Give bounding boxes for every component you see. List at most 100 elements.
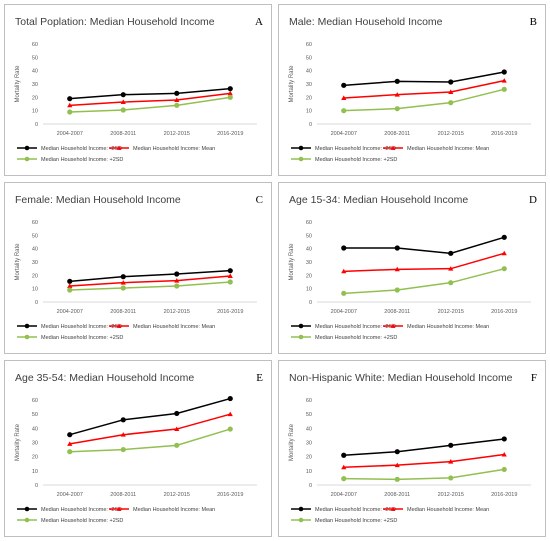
x-tick-label: 2008-2011 (110, 492, 136, 498)
data-point (341, 464, 347, 470)
data-point (67, 109, 73, 115)
data-point (67, 449, 73, 455)
y-tick-label: 10 (306, 109, 312, 115)
data-point (227, 395, 233, 402)
data-point (341, 476, 347, 482)
legend-swatch-marker (298, 517, 304, 523)
data-point (341, 290, 347, 296)
y-tick-label: 30 (32, 441, 38, 447)
legend-swatch-marker (116, 506, 122, 511)
y-tick-label: 0 (309, 483, 312, 489)
y-tick-label: 10 (32, 287, 38, 293)
series-line (69, 428, 231, 453)
data-point (448, 459, 454, 464)
x-tick-label: 2008-2011 (384, 309, 410, 315)
y-tick-label: 10 (306, 469, 312, 475)
data-point (394, 245, 400, 251)
data-point (341, 452, 347, 458)
chart-title: Female: Median Household Income (15, 194, 181, 206)
x-tick-label: 2016-2019 (491, 131, 517, 137)
data-point (394, 287, 400, 293)
panel-letter: E (256, 372, 263, 384)
data-point (501, 86, 507, 92)
x-tick-label: 2016-2019 (217, 492, 243, 498)
panel-letter: D (529, 194, 537, 206)
y-tick-label: 20 (306, 95, 312, 101)
legend-label: Median Household Income: Mean (407, 507, 489, 513)
data-point (67, 432, 73, 438)
x-tick-label: 2016-2019 (491, 309, 517, 315)
y-tick-label: 0 (309, 122, 312, 128)
series-line (343, 252, 505, 273)
series-line (343, 468, 505, 481)
y-tick-label: 10 (306, 287, 312, 293)
legend-label: Median Household Income: +2SD (41, 518, 123, 524)
legend-swatch-marker (24, 334, 30, 340)
data-point (67, 441, 73, 446)
data-point (174, 271, 180, 277)
series-line (69, 92, 231, 107)
y-tick-label: 0 (35, 483, 38, 489)
data-point (174, 442, 180, 448)
legend-label: Median Household Income: +2SD (41, 157, 123, 163)
y-axis-label: Mortality Rate (289, 243, 295, 281)
legend-swatch-marker (390, 145, 396, 150)
legend-label: Median Household Income: Mean (133, 324, 215, 330)
data-point (227, 279, 233, 285)
y-tick-label: 30 (306, 441, 312, 447)
y-tick-label: 50 (306, 233, 312, 239)
y-tick-label: 60 (306, 42, 312, 48)
data-point (120, 285, 126, 291)
data-point (448, 475, 454, 481)
legend-label: Median Household Income: -2SD (41, 146, 122, 152)
x-tick-label: 2012-2015 (164, 309, 190, 315)
x-tick-label: 2008-2011 (110, 131, 136, 137)
legend-swatch-marker (116, 323, 122, 328)
chart-title: Male: Median Household Income (289, 16, 443, 28)
y-tick-label: 30 (32, 82, 38, 88)
x-tick-label: 2004-2007 (331, 309, 357, 315)
data-point (341, 268, 347, 274)
y-tick-label: 0 (35, 122, 38, 128)
data-point (394, 449, 400, 455)
y-tick-label: 40 (32, 247, 38, 253)
data-point (67, 278, 73, 284)
panel-letter: F (531, 372, 537, 384)
legend-swatch-marker (24, 517, 30, 523)
y-tick-label: 30 (32, 260, 38, 266)
data-point (448, 79, 454, 85)
series-line (69, 413, 231, 445)
x-tick-label: 2008-2011 (384, 492, 410, 498)
chart-panel-f: Non-Hispanic White: Median Household Inc… (278, 360, 546, 537)
x-tick-label: 2004-2007 (57, 492, 83, 498)
y-tick-label: 0 (309, 300, 312, 306)
data-point (394, 476, 400, 482)
series-line (343, 79, 505, 99)
series-line (69, 275, 231, 287)
legend-swatch-marker (24, 156, 30, 162)
data-point (227, 94, 233, 100)
data-point (341, 82, 347, 88)
y-tick-label: 50 (32, 55, 38, 61)
y-axis-label: Mortality Rate (15, 243, 21, 281)
x-tick-label: 2004-2007 (331, 131, 357, 137)
data-point (227, 90, 233, 96)
y-tick-label: 60 (32, 398, 38, 404)
data-point (120, 446, 126, 453)
x-tick-label: 2008-2011 (110, 309, 136, 315)
y-tick-label: 50 (306, 55, 312, 61)
y-tick-label: 20 (32, 95, 38, 101)
y-tick-label: 40 (32, 426, 38, 432)
data-point (394, 462, 400, 468)
legend-label: Median Household Income: -2SD (315, 324, 396, 330)
y-tick-label: 50 (306, 412, 312, 418)
legend-swatch-marker (24, 506, 30, 512)
x-tick-label: 2012-2015 (438, 309, 464, 315)
chart-panel-e: Age 35-54: Median Household Income E Morta… (4, 360, 272, 537)
legend-label: Median Household Income: Mean (407, 324, 489, 330)
legend-label: Median Household Income: -2SD (41, 507, 122, 513)
chart-title: Non-Hispanic White: Median Household Inc… (289, 372, 513, 384)
y-tick-label: 20 (32, 455, 38, 461)
chart-title: Age 15-34: Median Household Income (289, 194, 468, 206)
legend-swatch-marker (298, 156, 304, 162)
